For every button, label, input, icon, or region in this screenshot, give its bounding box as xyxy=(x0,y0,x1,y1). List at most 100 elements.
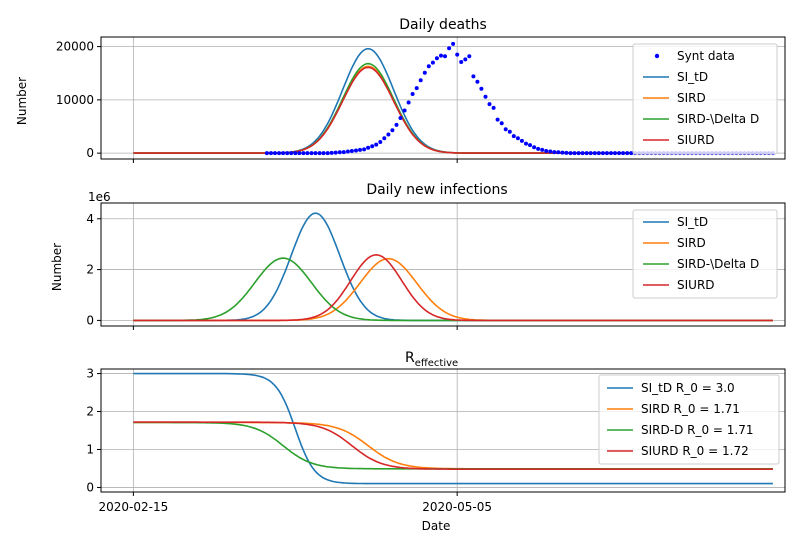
data-point xyxy=(439,53,443,58)
y-tick-label: 0 xyxy=(86,146,94,160)
series-line xyxy=(133,253,773,322)
data-point xyxy=(430,60,435,65)
panel-2-offset-label: 1e6 xyxy=(88,190,111,204)
data-point xyxy=(600,151,605,156)
data-point xyxy=(378,140,383,144)
data-point xyxy=(309,151,314,156)
y-tick-label: 2 xyxy=(86,263,94,277)
data-point xyxy=(293,151,298,156)
panel-2-title: Daily new infections xyxy=(366,182,507,198)
y-tick-label: 0 xyxy=(86,313,94,327)
x-tick-label: 2020-05-05 xyxy=(422,500,492,514)
panel-3-legend: SI_tD R_0 = 3.0 SIRD R_0 = 1.71 SIRD-D R_0… xyxy=(598,374,780,465)
data-point xyxy=(584,151,589,156)
legend-label: SIRD-\Delta D xyxy=(677,257,759,271)
legend-label: SI_tD xyxy=(677,70,708,84)
data-point xyxy=(390,128,395,133)
x-axis-label: Date xyxy=(422,519,451,533)
data-point xyxy=(629,151,634,156)
data-point xyxy=(483,94,488,99)
data-point xyxy=(548,149,553,154)
data-point xyxy=(358,147,362,152)
panel-1-title: Daily deaths xyxy=(399,17,487,33)
panel-1-legend: Synt data SI_tD SIRD SIRD-\Delta D SIURD xyxy=(632,43,778,155)
legend-label: SIRD xyxy=(677,236,706,250)
panel-3-title-sub: effective xyxy=(415,358,458,369)
data-point xyxy=(329,150,334,155)
y-tick-label: 1 xyxy=(86,442,94,456)
data-point xyxy=(596,151,601,156)
data-point xyxy=(491,105,496,110)
data-point xyxy=(297,151,302,156)
data-point xyxy=(426,64,431,69)
data-point xyxy=(604,151,609,156)
data-point xyxy=(613,151,617,156)
data-point xyxy=(495,117,500,122)
data-point xyxy=(475,79,480,84)
data-point xyxy=(277,151,282,156)
data-point xyxy=(511,134,516,139)
data-point xyxy=(479,86,484,91)
data-point xyxy=(519,138,524,143)
panel-daily-deaths: Daily deaths 0 10000 20000 Number Synt dat… xyxy=(15,17,786,163)
panel-3-title-main: R xyxy=(405,350,415,366)
data-point xyxy=(536,146,541,151)
legend-label: SIRD xyxy=(677,91,706,105)
data-point xyxy=(487,102,492,107)
legend-label: Synt data xyxy=(677,49,735,63)
data-point xyxy=(617,151,622,156)
data-point xyxy=(289,151,294,156)
data-point xyxy=(524,141,528,146)
data-point xyxy=(345,149,350,154)
panel-2-ylabel: Number xyxy=(50,243,64,291)
data-point xyxy=(269,151,273,156)
data-point xyxy=(366,145,371,150)
data-point xyxy=(349,149,354,153)
legend-label: SIURD xyxy=(677,278,715,292)
data-point xyxy=(273,151,277,156)
x-tick-label: 2020-02-15 xyxy=(99,500,169,514)
data-point xyxy=(609,151,613,156)
data-point xyxy=(515,136,520,141)
data-point xyxy=(443,54,447,59)
data-point xyxy=(281,151,286,156)
data-point xyxy=(540,147,545,152)
panel-3-title: Reffective xyxy=(405,350,458,369)
panel-r-effective: Reffective 0 1 2 3 2020-02-15 2020-05-05 SI_… xyxy=(86,350,786,514)
data-point xyxy=(264,151,269,156)
y-tick-label: 2 xyxy=(86,405,94,419)
data-point xyxy=(564,150,569,155)
panel-1-ylabel: Number xyxy=(15,77,29,125)
data-point xyxy=(434,56,439,61)
data-point xyxy=(499,121,504,126)
data-point xyxy=(459,60,464,64)
data-point xyxy=(625,151,630,156)
data-point xyxy=(422,70,427,75)
data-point xyxy=(362,147,367,152)
data-point xyxy=(560,150,565,155)
data-point xyxy=(471,74,476,79)
y-tick-label: 10000 xyxy=(56,93,94,107)
data-point xyxy=(467,54,472,59)
legend-label: SIURD xyxy=(677,133,715,147)
data-point xyxy=(394,122,399,127)
data-point xyxy=(455,52,460,57)
data-point xyxy=(325,151,330,156)
data-point xyxy=(572,151,577,156)
data-point xyxy=(463,57,468,62)
data-point xyxy=(532,145,537,150)
data-point xyxy=(406,100,411,105)
data-point xyxy=(552,150,557,155)
panel-daily-infections: Daily new infections 1e6 0 2 4 Number SI_t… xyxy=(50,182,786,330)
data-point xyxy=(451,41,456,46)
data-point xyxy=(447,46,452,51)
legend-label: SI_tD xyxy=(677,215,708,229)
legend-marker xyxy=(654,53,660,59)
data-point xyxy=(313,151,318,156)
data-point xyxy=(374,142,379,147)
data-point xyxy=(341,150,346,155)
data-point xyxy=(321,151,326,156)
y-tick-label: 20000 xyxy=(56,40,94,54)
data-point xyxy=(386,132,391,137)
